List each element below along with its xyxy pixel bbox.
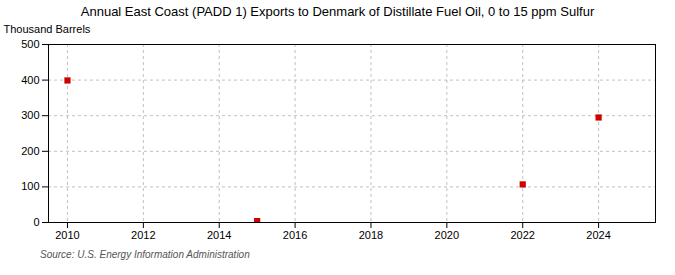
svg-text:2012: 2012: [131, 229, 155, 241]
svg-text:100: 100: [21, 180, 39, 192]
svg-text:500: 500: [21, 38, 39, 50]
svg-text:200: 200: [21, 145, 39, 157]
html-text:Source: U.S. Energy Informatio: Source: U.S. Energy Information Administ…: [40, 249, 250, 260]
svg-text:2022: 2022: [510, 229, 534, 241]
html-text:Annual East Coast (PADD 1) Exp: Annual East Coast (PADD 1) Exports to De…: [80, 4, 595, 19]
svg-text:2018: 2018: [359, 229, 383, 241]
svg-text:300: 300: [21, 109, 39, 121]
svg-text:Thousand Barrels: Thousand Barrels: [4, 23, 91, 35]
svg-text:400: 400: [21, 74, 39, 86]
svg-text:2024: 2024: [586, 229, 610, 241]
svg-text:2010: 2010: [55, 229, 79, 241]
svg-text:2016: 2016: [283, 229, 307, 241]
svg-text:0: 0: [33, 216, 39, 228]
svg-text:2014: 2014: [207, 229, 231, 241]
svg-text:2020: 2020: [435, 229, 459, 241]
